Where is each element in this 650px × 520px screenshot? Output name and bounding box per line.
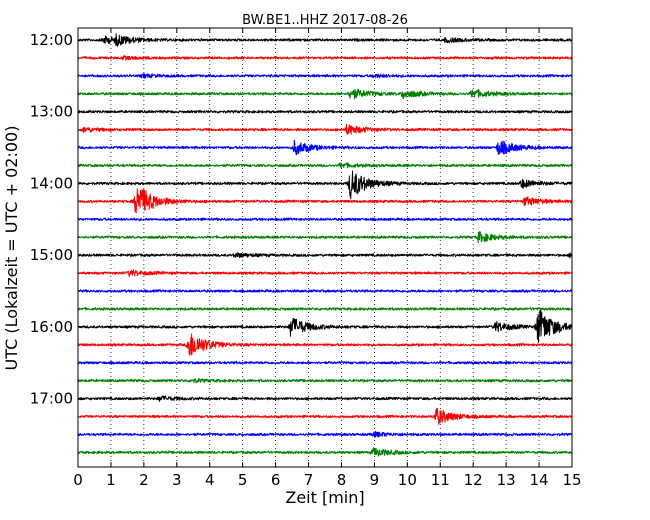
trace-1500 bbox=[77, 252, 573, 259]
y-tick-label: 14:00 bbox=[30, 174, 73, 192]
plot-background bbox=[78, 28, 572, 467]
trace-1415 bbox=[77, 188, 573, 214]
x-tick-label: 14 bbox=[530, 471, 549, 489]
x-axis-label: Zeit [min] bbox=[285, 488, 364, 507]
trace-1200 bbox=[77, 33, 573, 47]
plot-frame bbox=[77, 27, 573, 468]
y-axis-label: UTC (Lokalzeit = UTC + 02:00) bbox=[2, 126, 21, 371]
trace-1315 bbox=[77, 123, 573, 136]
x-tick-label: 5 bbox=[238, 471, 248, 489]
trace-1715 bbox=[77, 407, 573, 425]
trace-1300 bbox=[77, 109, 573, 114]
trace-1645 bbox=[77, 378, 573, 384]
x-tick-label: 6 bbox=[271, 471, 281, 489]
trace-1330 bbox=[77, 139, 573, 156]
chart-title: BW.BE1..HHZ 2017-08-26 bbox=[242, 13, 408, 28]
trace-1215 bbox=[77, 55, 573, 61]
x-tick-label: 7 bbox=[304, 471, 314, 489]
x-tick-label: 8 bbox=[337, 471, 347, 489]
trace-1730 bbox=[77, 430, 573, 438]
x-tick-label: 3 bbox=[172, 471, 182, 489]
trace-1745 bbox=[77, 447, 573, 457]
trace-1700 bbox=[77, 395, 573, 402]
trace-1400 bbox=[77, 170, 573, 200]
trace-1615 bbox=[77, 333, 573, 356]
x-tick-label: 13 bbox=[497, 471, 516, 489]
y-tick-label: 12:00 bbox=[30, 31, 73, 49]
plot-area bbox=[78, 28, 572, 467]
trace-1600 bbox=[77, 309, 573, 343]
x-tick-label: 12 bbox=[464, 471, 483, 489]
axes-layer: 0 1 2 3 4 5 6 7 8 9 10 11 12 13 14 1512:0013:0014:0015:… bbox=[30, 27, 582, 489]
x-tick-label: 9 bbox=[370, 471, 380, 489]
trace-1545 bbox=[77, 307, 573, 311]
y-tick-label: 16:00 bbox=[30, 318, 73, 336]
trace-1230 bbox=[77, 73, 573, 79]
x-tick-label: 0 bbox=[73, 471, 83, 489]
x-tick-label: 4 bbox=[205, 471, 215, 489]
x-tick-label: 15 bbox=[562, 471, 581, 489]
traces-layer bbox=[77, 33, 573, 457]
trace-1345 bbox=[77, 162, 573, 169]
y-tick-label: 15:00 bbox=[30, 246, 73, 264]
trace-1630 bbox=[77, 360, 573, 365]
trace-1515 bbox=[77, 269, 573, 277]
x-tick-label: 11 bbox=[431, 471, 450, 489]
x-tick-label: 2 bbox=[139, 471, 149, 489]
x-tick-label: 1 bbox=[106, 471, 116, 489]
y-tick-label: 13:00 bbox=[30, 103, 73, 121]
trace-1245 bbox=[77, 88, 573, 100]
trace-1530 bbox=[77, 289, 573, 293]
x-tick-label: 10 bbox=[398, 471, 417, 489]
trace-1445 bbox=[77, 231, 573, 244]
y-tick-label: 17:00 bbox=[30, 390, 73, 408]
trace-1430 bbox=[77, 217, 573, 222]
